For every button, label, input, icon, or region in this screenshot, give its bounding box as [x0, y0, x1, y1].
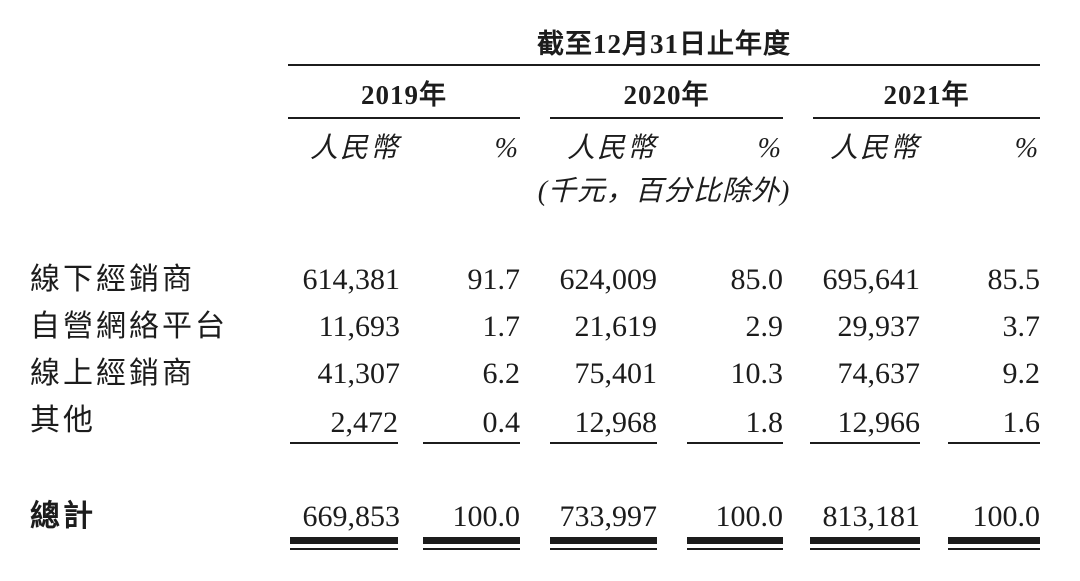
- col-header-rmb-2020: 人民幣: [566, 133, 657, 164]
- spacer-row: [30, 444, 1040, 490]
- year-header-2021: 2021年: [813, 82, 1041, 119]
- unit-note-spacer: [30, 168, 288, 215]
- cell-2020-rmb: 12,968: [520, 397, 657, 444]
- unit-note: (千元，百分比除外): [537, 175, 791, 207]
- cell-2021-pct: 3.7: [1002, 309, 1041, 343]
- col-header-rmb-2019: 人民幣: [309, 133, 400, 164]
- cell-2020-rmb: 624,009: [559, 262, 658, 296]
- cell-2021-rmb: 29,937: [837, 309, 921, 343]
- title-row-spacer: [30, 0, 288, 65]
- cell-2020-rmb: 75,401: [574, 356, 658, 390]
- total-2021-pct: 100.0: [972, 500, 1041, 533]
- cell-2021-rmb: 12,966: [783, 397, 920, 444]
- value: 2,472: [290, 408, 398, 444]
- col-header-rmb-2021: 人民幣: [829, 133, 920, 164]
- cell-2021-pct: 9.2: [1002, 356, 1041, 390]
- cell-2020-rmb: 21,619: [574, 309, 658, 343]
- total-label: 總計: [30, 500, 96, 533]
- cell-2019-pct: 91.7: [467, 262, 521, 296]
- cell-2019-pct: 6.2: [482, 356, 521, 390]
- cell-2019-rmb: 11,693: [318, 309, 400, 343]
- year-header-cell-2019: 2019年: [288, 65, 520, 119]
- cell-2019-rmb: 41,307: [317, 356, 401, 390]
- value: 0.4: [423, 408, 520, 444]
- total-rule-2019-pct: [400, 536, 520, 551]
- value: 1.6: [948, 408, 1041, 444]
- spacer-cell: [30, 215, 1040, 256]
- value: 12,968: [550, 408, 657, 444]
- subheader-spacer: [30, 119, 288, 168]
- year-row-spacer: [30, 65, 288, 119]
- cell-2020-pct: 1.8: [657, 397, 783, 444]
- unit-note-row: (千元，百分比除外): [30, 168, 1040, 215]
- spacer-cell: [30, 444, 1040, 490]
- total-rule-2020-rmb: [520, 536, 657, 551]
- total-2020-pct: 100.0: [715, 500, 784, 533]
- row-label-offline-distributors: 線下經銷商: [30, 262, 195, 296]
- table-row: 其他 2,472 0.4 12,968 1.8 12,966 1.6: [30, 397, 1041, 444]
- subheader-row: 人民幣 % 人民幣 % 人民幣 %: [30, 119, 1040, 168]
- cell-2019-pct: 0.4: [400, 397, 520, 444]
- total-rule-row: [30, 536, 1041, 551]
- year-header-row: 2019年 2020年 2021年: [30, 65, 1041, 119]
- value: 12,966: [810, 408, 920, 444]
- cell-2021-rmb: 695,641: [822, 262, 921, 296]
- total-2020-rmb: 733,997: [559, 500, 658, 533]
- row-label-online-distributors: 線上經銷商: [30, 356, 195, 390]
- col-header-pct-2021: %: [1014, 133, 1041, 164]
- cell-2021-rmb: 74,637: [837, 356, 921, 390]
- cell-2020-pct: 10.3: [730, 356, 784, 390]
- spacer-row: [30, 215, 1040, 256]
- cell-2019-rmb: 614,381: [302, 262, 401, 296]
- cell-2020-pct: 2.9: [745, 309, 784, 343]
- year-header-cell-2021: 2021年: [783, 65, 1041, 119]
- cell-2020-pct: 85.0: [730, 262, 784, 296]
- cell-2021-pct: 85.5: [987, 262, 1041, 296]
- col-header-pct-2020: %: [757, 133, 783, 164]
- table-row: 線下經銷商 614,381 91.7 624,009 85.0 695,641 …: [30, 256, 1040, 303]
- cell-2019-pct: 1.7: [482, 309, 521, 343]
- total-rule-2021-pct: [920, 536, 1041, 551]
- total-rule-2020-pct: [657, 536, 783, 551]
- col-header-pct-2019: %: [494, 133, 520, 164]
- row-label-others: 其他: [30, 403, 96, 437]
- total-2019-rmb: 669,853: [302, 500, 401, 533]
- table-title: 截至12月31日止年度: [288, 0, 1041, 66]
- title-row: 截至12月31日止年度: [30, 0, 1041, 66]
- year-header-2019: 2019年: [288, 82, 520, 119]
- table-row: 線上經銷商 41,307 6.2 75,401 10.3 74,637 9.2: [30, 350, 1040, 397]
- total-2019-pct: 100.0: [452, 500, 521, 533]
- value: 1.8: [687, 408, 783, 444]
- cell-2021-pct: 1.6: [920, 397, 1041, 444]
- cell-2019-rmb: 2,472: [288, 397, 400, 444]
- year-header-2020: 2020年: [550, 82, 783, 119]
- total-row: 總計 669,853 100.0 733,997 100.0 813,181 1…: [30, 490, 1040, 536]
- rule-spacer: [30, 536, 288, 551]
- table-row: 自營網絡平台 11,693 1.7 21,619 2.9 29,937 3.7: [30, 303, 1040, 350]
- total-rule-2019-rmb: [288, 536, 400, 551]
- revenue-by-sales-channel-table: 截至12月31日止年度 2019年 2020年 2021年 人民幣 % 人民幣 …: [30, 0, 1041, 551]
- total-2021-rmb: 813,181: [822, 500, 921, 533]
- total-rule-2021-rmb: [783, 536, 920, 551]
- row-label-self-operated-online-platforms: 自營網絡平台: [30, 309, 228, 343]
- year-header-cell-2020: 2020年: [520, 65, 783, 119]
